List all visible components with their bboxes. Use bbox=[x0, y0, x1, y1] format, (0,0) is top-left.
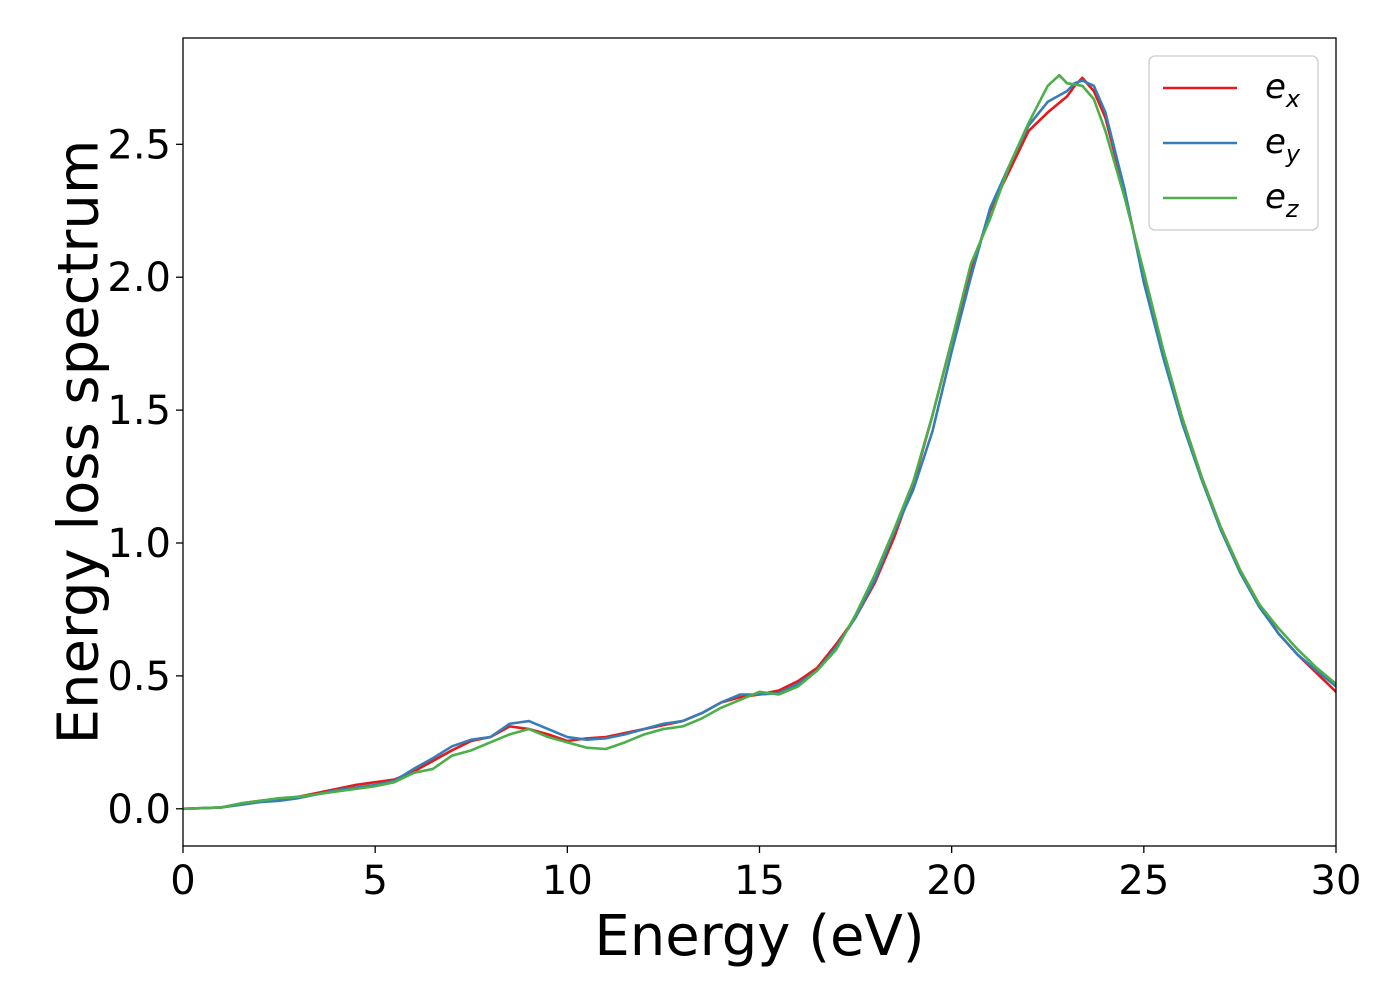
x-tick-label: 5 bbox=[362, 858, 387, 904]
y-tick-label: 1.5 bbox=[107, 388, 171, 434]
legend-label-y: ey bbox=[1265, 122, 1301, 168]
y-tick-label: 2.5 bbox=[107, 122, 171, 168]
y-tick-label: 0.0 bbox=[107, 787, 171, 833]
y-axis-label: Energy loss spectrum bbox=[47, 140, 112, 745]
x-tick-label: 30 bbox=[1311, 858, 1362, 904]
axis-ticks: 0 5 10 15 20 25 30 0.0 0.5 1.0 1.5 2.0 2.5 bbox=[107, 122, 1361, 904]
x-tick-label: 25 bbox=[1118, 858, 1169, 904]
y-tick-label: 0.5 bbox=[107, 654, 171, 700]
legend-label-z: ez bbox=[1265, 177, 1300, 223]
series-line-z bbox=[183, 73, 1336, 811]
y-tick-label: 1.0 bbox=[107, 521, 171, 567]
y-tick-label: 2.0 bbox=[107, 255, 171, 301]
x-tick-label: 10 bbox=[542, 858, 593, 904]
x-tick-label: 15 bbox=[734, 858, 785, 904]
series-lines bbox=[183, 73, 1336, 811]
legend-label-x: ex bbox=[1265, 67, 1301, 113]
series-line-y bbox=[183, 79, 1336, 811]
x-tick-label: 20 bbox=[926, 858, 977, 904]
plot-frame bbox=[182, 37, 1337, 847]
legend: ex ey ez bbox=[1148, 55, 1319, 231]
x-axis-label: Energy (eV) bbox=[594, 904, 924, 969]
x-tick-label: 0 bbox=[170, 858, 195, 904]
